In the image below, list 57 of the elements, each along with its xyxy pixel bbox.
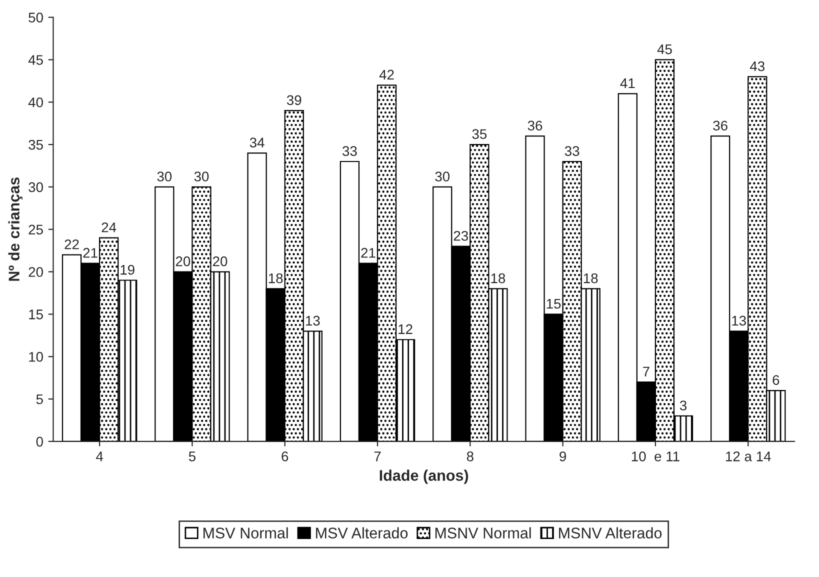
data-label: 33 xyxy=(342,146,357,156)
y-tick-label: 25 xyxy=(28,224,43,235)
y-axis-title: Nº de crianças xyxy=(8,178,23,281)
data-label: 20 xyxy=(212,256,228,266)
x-tick-label: 6 xyxy=(282,451,288,462)
legend-label: MSNV Alterado xyxy=(559,527,662,538)
data-label: 13 xyxy=(306,316,320,326)
y-tick-label: 5 xyxy=(36,394,43,404)
x-tick-label: 5 xyxy=(188,452,196,462)
data-label: 3 xyxy=(680,400,687,410)
data-label: 7 xyxy=(643,366,650,376)
data-label: 21 xyxy=(361,248,376,258)
x-tick-label: 7 xyxy=(374,452,381,462)
data-label: 13 xyxy=(732,316,746,326)
legend-label: MSV Alterado xyxy=(316,527,408,538)
y-tick-label: 15 xyxy=(29,310,43,320)
data-label: 18 xyxy=(268,273,283,284)
y-tick-label: 20 xyxy=(28,267,43,277)
y-tick-label: 30 xyxy=(28,182,43,192)
y-tick-label: 40 xyxy=(28,97,43,108)
x-tick-label: 9 xyxy=(560,451,566,462)
data-label: 39 xyxy=(286,95,302,106)
data-label: 19 xyxy=(120,264,134,275)
x-tick-label: 4 xyxy=(96,452,104,462)
legend-label: MSNV Normal xyxy=(435,527,531,538)
x-tick-label: 10 e 11 xyxy=(632,451,680,462)
y-tick-label: 35 xyxy=(28,140,43,150)
data-label: 18 xyxy=(491,273,506,284)
y-tick-label: 10 xyxy=(29,352,43,362)
data-label: 24 xyxy=(102,222,116,232)
legend-label: MSV Normal xyxy=(204,527,288,538)
data-label: 30 xyxy=(157,172,172,182)
data-label: 20 xyxy=(176,256,190,266)
data-label: 41 xyxy=(620,78,635,88)
data-label: 15 xyxy=(546,298,561,309)
data-label: 45 xyxy=(657,44,672,54)
data-label: 42 xyxy=(379,70,394,80)
data-label: 36 xyxy=(528,120,542,131)
x-axis-title: Idade (anos) xyxy=(380,470,468,484)
y-tick-label: 0 xyxy=(36,436,43,447)
data-label: 23 xyxy=(454,230,468,241)
x-tick-label: 12 a 14 xyxy=(726,451,771,462)
data-label: 35 xyxy=(472,129,487,140)
data-label: 43 xyxy=(750,61,764,72)
data-label: 33 xyxy=(564,146,580,156)
data-label: 36 xyxy=(713,120,728,131)
x-tick-label: 8 xyxy=(466,451,474,462)
data-label: 34 xyxy=(250,138,264,148)
data-label: 18 xyxy=(584,273,598,284)
data-label: 22 xyxy=(64,239,79,250)
y-tick-label: 45 xyxy=(28,55,43,65)
y-tick-label: 50 xyxy=(28,12,43,22)
data-label: 21 xyxy=(83,248,98,258)
data-label: 30 xyxy=(194,172,209,182)
data-label: 30 xyxy=(435,172,450,182)
data-label: 12 xyxy=(398,324,412,334)
data-label: 6 xyxy=(772,375,780,385)
